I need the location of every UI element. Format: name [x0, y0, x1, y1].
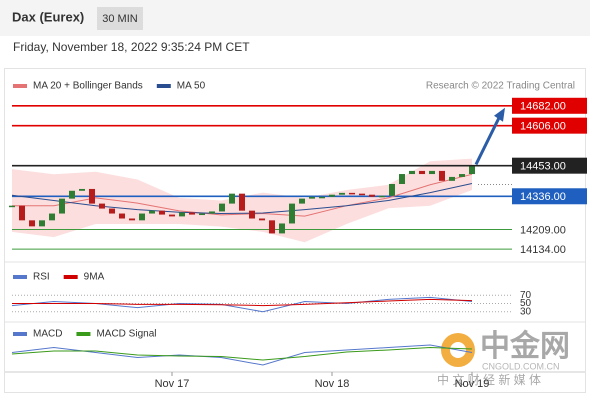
candle [159, 210, 165, 215]
candle [329, 194, 335, 197]
candle [419, 170, 425, 175]
candle [169, 214, 175, 217]
candle [429, 170, 435, 175]
candle [179, 212, 185, 217]
legend-swatch [13, 84, 27, 88]
x-tick-label: Nov 19 [455, 378, 490, 390]
candle [379, 195, 385, 198]
datetime: Friday, November 18, 2022 9:35:24 PM CET [13, 40, 250, 54]
watermark-site: CNGOLD.COM.CN [482, 361, 560, 371]
candle [9, 205, 15, 208]
candle [299, 198, 305, 204]
candle [239, 193, 245, 211]
candle [259, 218, 265, 221]
level-label-box [512, 188, 587, 205]
legend-label: MA 20 + Bollinger Bands [33, 81, 143, 92]
candle [29, 220, 35, 227]
macd-line [11, 346, 473, 361]
candle [339, 192, 345, 195]
candle [219, 203, 225, 212]
candle [319, 196, 325, 199]
level-label: 14682.00 [520, 101, 566, 113]
candle [79, 188, 85, 191]
candle [399, 174, 405, 184]
legend-swatch [76, 332, 91, 336]
rsi-tick-label: 30 [520, 306, 532, 317]
rsi-line [11, 296, 473, 313]
legend-swatch [13, 275, 27, 279]
arrow-head [494, 107, 505, 122]
rsi-tick-label: 50 [520, 298, 532, 309]
candle [469, 166, 475, 175]
candle [389, 183, 395, 196]
candle [89, 188, 95, 204]
candle [129, 218, 135, 221]
watermark-name: 中金网 [480, 329, 570, 363]
candle [189, 212, 195, 215]
candle [449, 176, 455, 181]
candle [459, 174, 465, 177]
level-label: 14606.00 [520, 121, 566, 133]
legend-label: 9MA [84, 272, 105, 283]
ma-line [12, 173, 473, 217]
level-label-box [512, 157, 587, 174]
legend-swatch [156, 84, 171, 88]
x-tick-label: Nov 18 [315, 378, 350, 390]
candle [199, 213, 205, 216]
legend-label: MA 50 [177, 81, 206, 92]
level-label: 14453.00 [520, 161, 566, 173]
level-label: 14209.00 [520, 224, 566, 236]
candle [19, 205, 25, 221]
candle [309, 196, 315, 199]
projection-arrow [474, 115, 502, 166]
candle [149, 210, 155, 214]
candle [209, 211, 215, 214]
legend-label: MACD Signal [96, 329, 156, 340]
candle [349, 192, 355, 195]
candle [439, 170, 445, 181]
header-bar [0, 0, 590, 36]
macd-line [11, 344, 473, 366]
interval-label[interactable]: 30 MIN [102, 13, 138, 25]
candle [139, 213, 145, 221]
legend-swatch [63, 275, 78, 279]
candle [249, 210, 255, 219]
rsi-tick-label: 70 [520, 290, 532, 301]
candle [99, 203, 105, 209]
credit: Research © 2022 Trading Central [426, 81, 575, 92]
rsi-line [12, 298, 473, 307]
candle [59, 198, 65, 214]
level-label-box [512, 117, 587, 134]
candle [49, 213, 55, 221]
x-tick-label: Nov 17 [155, 378, 190, 390]
legend-swatch [13, 332, 27, 336]
ma-line [11, 182, 473, 215]
watermark-slogan: 中 文 财 经 新 媒 体 [437, 372, 541, 387]
candle [109, 208, 115, 214]
level-label-box [512, 97, 587, 114]
candle [409, 170, 415, 175]
candle [369, 194, 375, 197]
level-label: 14336.00 [520, 191, 566, 203]
candle [279, 223, 285, 234]
candle [289, 203, 295, 224]
symbol: Dax (Eurex) [12, 9, 84, 24]
chart-frame [4, 68, 586, 393]
legend-label: MACD [33, 329, 62, 340]
candle [69, 190, 75, 199]
candle [229, 193, 235, 204]
interval-button[interactable] [97, 7, 143, 30]
candle [359, 193, 365, 196]
candle [39, 220, 45, 227]
level-label: 14134.00 [520, 244, 566, 256]
legend-label: RSI [33, 272, 50, 283]
candle [269, 220, 275, 234]
candle [119, 213, 125, 219]
